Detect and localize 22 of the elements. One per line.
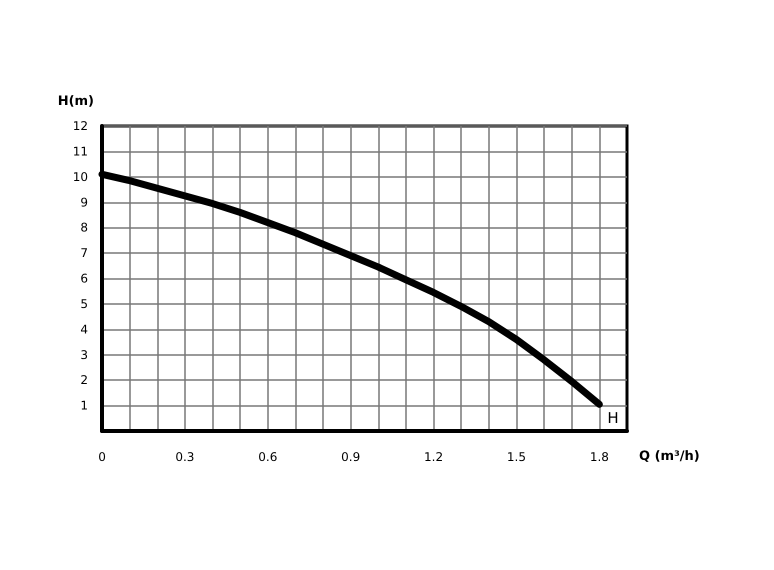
y-tick-label: 6 xyxy=(80,272,88,286)
y-tick-label: 9 xyxy=(80,195,88,210)
y-tick-label: 1 xyxy=(80,398,88,413)
y-tick-label: 7 xyxy=(80,246,88,260)
y-tick-label: 5 xyxy=(80,296,88,311)
x-tick-label: 1.8 xyxy=(590,450,609,464)
y-tick-label: 3 xyxy=(80,348,88,362)
y-tick-label: 2 xyxy=(80,373,88,388)
x-tick-label: 0.6 xyxy=(258,450,278,464)
y-tick-label: 10 xyxy=(72,170,88,184)
x-tick-label: 0 xyxy=(98,450,106,464)
y-tick-label: 11 xyxy=(72,144,88,158)
x-tick-label: 0.9 xyxy=(341,450,360,464)
y-tick-label: 8 xyxy=(80,220,88,235)
x-axis-title: Q (m³/h) xyxy=(639,449,700,464)
x-tick-label: 0.3 xyxy=(175,450,194,464)
y-tick-label: 12 xyxy=(72,119,88,133)
y-tick-label: 4 xyxy=(80,322,88,336)
x-tick-label: 1.5 xyxy=(506,450,526,464)
y-axis-title: H(m) xyxy=(58,94,94,109)
series-label: H xyxy=(607,408,619,427)
x-tick-label: 1.2 xyxy=(424,450,444,464)
